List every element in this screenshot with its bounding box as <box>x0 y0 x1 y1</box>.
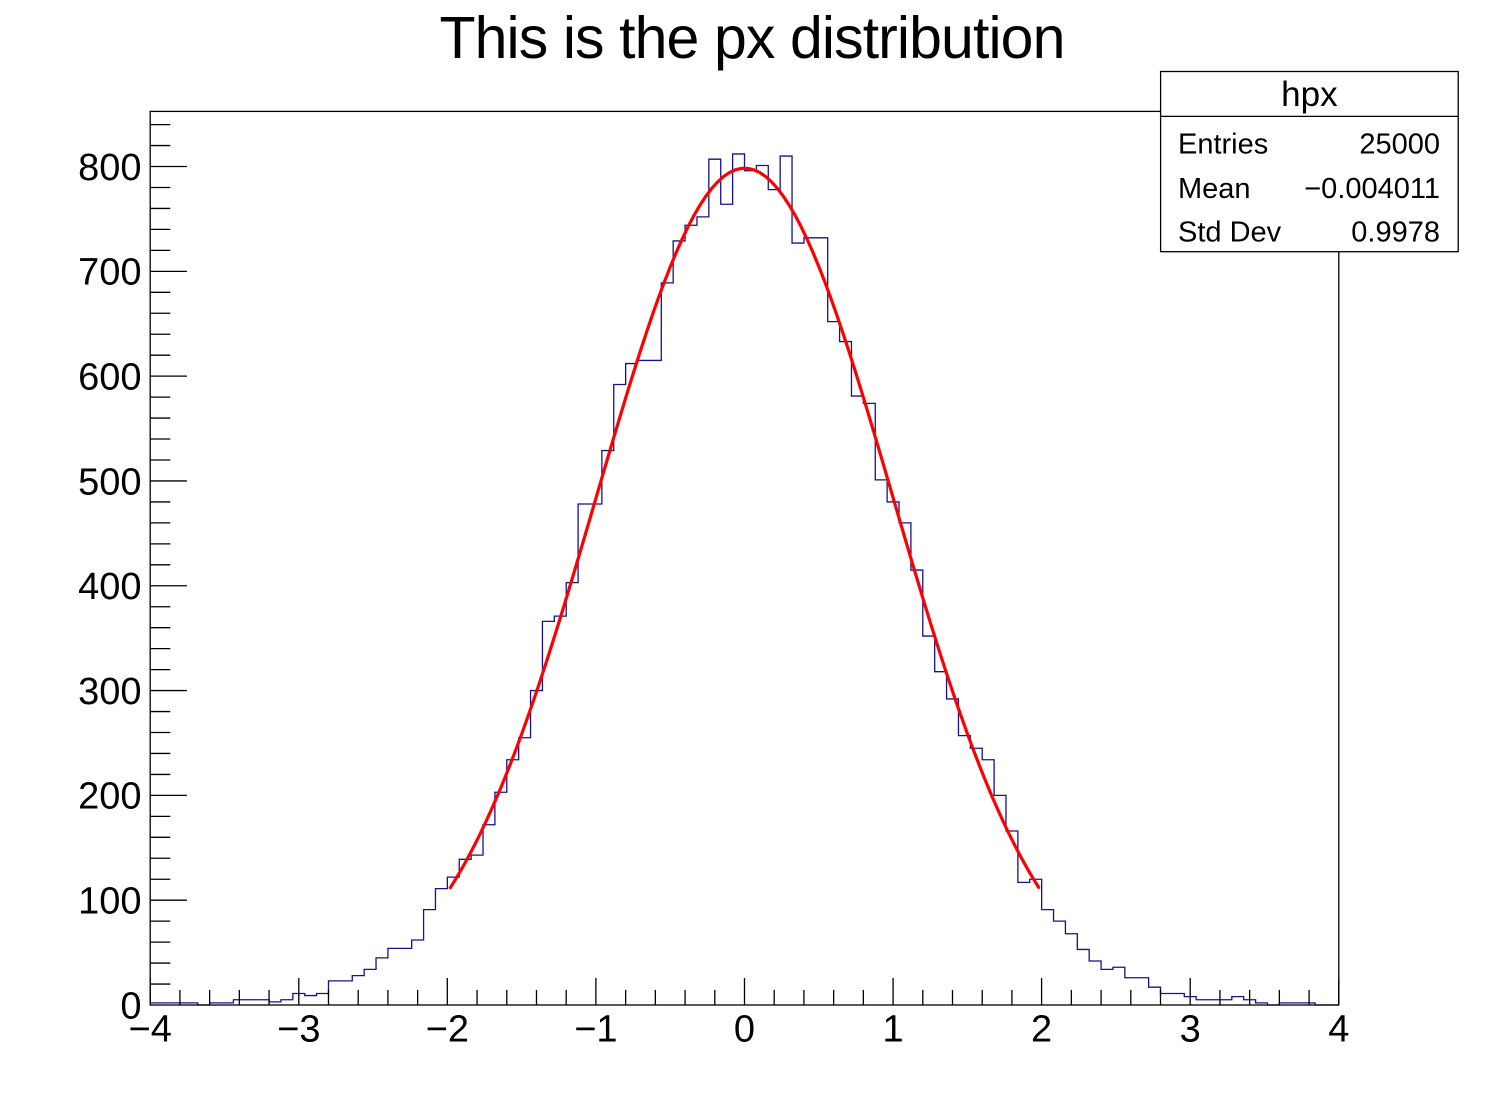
svg-text:100: 100 <box>78 881 141 923</box>
svg-text:0: 0 <box>734 1009 755 1051</box>
svg-text:3: 3 <box>1180 1009 1201 1051</box>
svg-text:25000: 25000 <box>1359 129 1440 161</box>
svg-text:800: 800 <box>78 147 141 189</box>
svg-text:Mean: Mean <box>1178 173 1251 205</box>
svg-text:500: 500 <box>78 461 141 503</box>
svg-text:2: 2 <box>1031 1009 1052 1051</box>
svg-text:4: 4 <box>1328 1009 1349 1051</box>
svg-text:700: 700 <box>78 252 141 294</box>
svg-text:−1: −1 <box>574 1009 617 1051</box>
svg-text:300: 300 <box>78 671 141 713</box>
svg-text:Std Dev: Std Dev <box>1178 216 1282 248</box>
svg-text:600: 600 <box>78 356 141 398</box>
svg-text:−3: −3 <box>277 1009 320 1051</box>
svg-text:200: 200 <box>78 776 141 818</box>
svg-text:400: 400 <box>78 566 141 608</box>
svg-text:−2: −2 <box>426 1009 469 1051</box>
svg-text:1: 1 <box>883 1009 904 1051</box>
svg-text:−4: −4 <box>129 1009 172 1051</box>
svg-text:−0.004011: −0.004011 <box>1304 173 1440 205</box>
svg-text:0.9978: 0.9978 <box>1351 216 1440 248</box>
svg-text:This is the px distribution: This is the px distribution <box>440 5 1065 71</box>
svg-text:0: 0 <box>120 985 141 1027</box>
svg-text:Entries: Entries <box>1178 129 1268 161</box>
svg-text:hpx: hpx <box>1281 75 1338 114</box>
